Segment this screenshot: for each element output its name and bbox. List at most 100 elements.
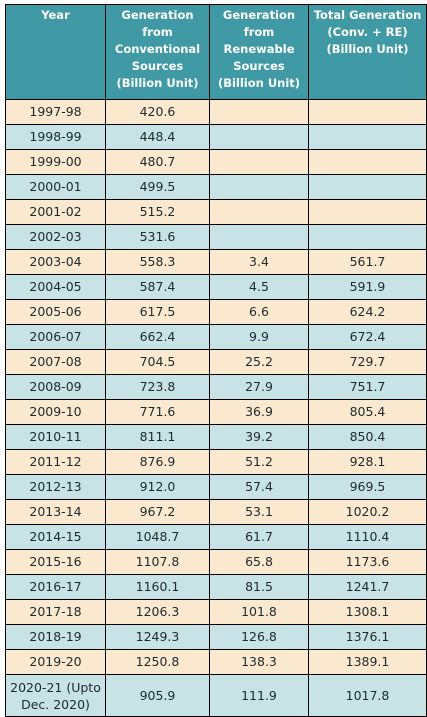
table-row: 1997-98 420.6 [5, 99, 427, 125]
year-cell: 2012-13 [5, 474, 106, 500]
header-line: (Conv. + RE) [327, 25, 408, 39]
renewable-cell [209, 149, 309, 175]
year-cell: 2019-20 [5, 649, 106, 675]
renewable-cell [209, 199, 309, 225]
generation-table-container: Year Generation from Conventional Sources (Bi… [5, 4, 427, 717]
table-row: 2018-19 1249.3 126.8 1376.1 [5, 624, 427, 650]
year-cell: 2003-04 [5, 249, 106, 275]
table-row: 2014-15 1048.7 61.7 1110.4 [5, 524, 427, 550]
total-cell: 1173.6 [308, 549, 427, 575]
header-row: Year Generation from Conventional Sources (Bi… [5, 4, 427, 100]
renewable-cell [209, 224, 309, 250]
table-row: 2002-03 531.6 [5, 224, 427, 250]
year-cell: 1999-00 [5, 149, 106, 175]
table-row: 2020-21 (Upto Dec. 2020) 905.9 111.9 1017.8 [5, 674, 427, 717]
table-row: 1999-00 480.7 [5, 149, 427, 175]
renewable-cell [209, 124, 309, 150]
header-total: Total Generation (Conv. + RE) (Billion Uni… [308, 4, 427, 100]
header-line: Renewable [223, 42, 295, 56]
conventional-cell: 704.5 [105, 349, 210, 375]
table-row: 2013-14 967.2 53.1 1020.2 [5, 499, 427, 525]
year-cell: 2011-12 [5, 449, 106, 475]
renewable-cell [209, 174, 309, 200]
year-cell: 2004-05 [5, 274, 106, 300]
table-row: 2012-13 912.0 57.4 969.5 [5, 474, 427, 500]
conventional-cell: 662.4 [105, 324, 210, 350]
conventional-cell: 448.4 [105, 124, 210, 150]
conventional-cell: 1249.3 [105, 624, 210, 650]
conventional-cell: 558.3 [105, 249, 210, 275]
conventional-cell: 1048.7 [105, 524, 210, 550]
year-cell: 2017-18 [5, 599, 106, 625]
renewable-cell: 53.1 [209, 499, 309, 525]
header-line: (Billion Unit) [116, 76, 199, 90]
header-line: Generation [121, 8, 194, 22]
header-line: Sources [233, 59, 285, 73]
year-cell: 2013-14 [5, 499, 106, 525]
year-line: Dec. 2020) [21, 696, 90, 712]
conventional-cell: 967.2 [105, 499, 210, 525]
table-row: 2015-16 1107.8 65.8 1173.6 [5, 549, 427, 575]
header-line: (Billion Unit) [217, 76, 301, 90]
table-row: 2009-10 771.6 36.9 805.4 [5, 399, 427, 425]
total-cell: 624.2 [308, 299, 427, 325]
renewable-cell: 25.2 [209, 349, 309, 375]
year-line: 2020-21 (Upto [10, 679, 101, 695]
year-cell: 2005-06 [5, 299, 106, 325]
year-cell: 2006-07 [5, 324, 106, 350]
total-cell: 850.4 [308, 424, 427, 450]
header-conventional: Generation from Conventional Sources (Billio… [105, 4, 210, 100]
conventional-cell: 811.1 [105, 424, 210, 450]
total-cell: 1389.1 [308, 649, 427, 675]
renewable-cell: 36.9 [209, 399, 309, 425]
year-cell: 2016-17 [5, 574, 106, 600]
year-cell: 2018-19 [5, 624, 106, 650]
total-cell: 1241.7 [308, 574, 427, 600]
total-cell [308, 99, 427, 125]
header-line: Total Generation [313, 8, 422, 22]
renewable-cell [209, 99, 309, 125]
year-cell: 2002-03 [5, 224, 106, 250]
table-row: 2010-11 811.1 39.2 850.4 [5, 424, 427, 450]
renewable-cell: 39.2 [209, 424, 309, 450]
renewable-cell: 101.8 [209, 599, 309, 625]
year-cell: 2007-08 [5, 349, 106, 375]
table-row: 2003-04 558.3 3.4 561.7 [5, 249, 427, 275]
conventional-cell: 1250.8 [105, 649, 210, 675]
renewable-cell: 4.5 [209, 274, 309, 300]
total-cell [308, 149, 427, 175]
table-row: 2000-01 499.5 [5, 174, 427, 200]
total-cell: 1017.8 [308, 674, 427, 717]
renewable-cell: 27.9 [209, 374, 309, 400]
year-cell: 2008-09 [5, 374, 106, 400]
conventional-cell: 420.6 [105, 99, 210, 125]
table-row: 2004-05 587.4 4.5 591.9 [5, 274, 427, 300]
conventional-cell: 499.5 [105, 174, 210, 200]
renewable-cell: 126.8 [209, 624, 309, 650]
total-cell: 1308.1 [308, 599, 427, 625]
table-row: 2006-07 662.4 9.9 672.4 [5, 324, 427, 350]
conventional-cell: 617.5 [105, 299, 210, 325]
year-cell: 2015-16 [5, 549, 106, 575]
year-cell: 2009-10 [5, 399, 106, 425]
header-line: from [243, 25, 275, 39]
year-cell: 1997-98 [5, 99, 106, 125]
total-cell: 928.1 [308, 449, 427, 475]
header-line: Generation [222, 8, 296, 22]
table-row: 2011-12 876.9 51.2 928.1 [5, 449, 427, 475]
header-renewable: Generation from Renewable Sources (Billion U… [209, 4, 309, 100]
total-cell: 751.7 [308, 374, 427, 400]
conventional-cell: 771.6 [105, 399, 210, 425]
year-cell: 1998-99 [5, 124, 106, 150]
renewable-cell: 51.2 [209, 449, 309, 475]
year-cell: 2001-02 [5, 199, 106, 225]
conventional-cell: 587.4 [105, 274, 210, 300]
renewable-cell: 57.4 [209, 474, 309, 500]
table-body: 1997-98 420.6 1998-99 448.4 1999-00 480.7 2000… [5, 99, 427, 717]
conventional-cell: 531.6 [105, 224, 210, 250]
total-cell: 672.4 [308, 324, 427, 350]
header-line: Sources [131, 59, 184, 73]
total-cell: 591.9 [308, 274, 427, 300]
table-row: 2007-08 704.5 25.2 729.7 [5, 349, 427, 375]
header-year: Year [5, 4, 106, 100]
